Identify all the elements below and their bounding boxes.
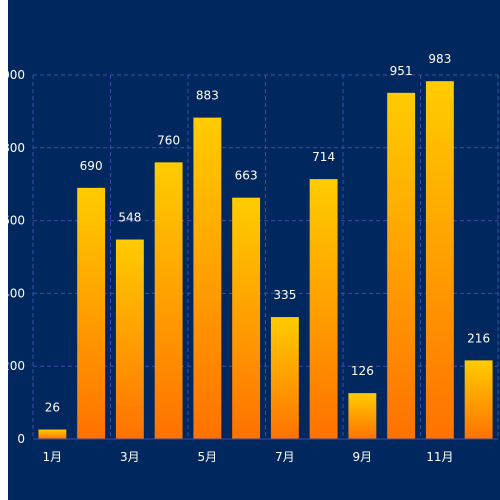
- data-label: 335: [273, 288, 296, 302]
- x-tick-label: 11月: [426, 450, 453, 464]
- bar: [38, 429, 67, 439]
- bar: [232, 197, 261, 439]
- bar: [387, 92, 416, 439]
- chart-canvas: 26 690 548 760 883 663 335 714 126 951 983 216 0 200…: [8, 0, 500, 500]
- data-label: 760: [157, 133, 180, 147]
- data-label: 983: [428, 52, 451, 66]
- bar: [115, 239, 144, 439]
- x-tick-label: 9月: [353, 450, 373, 464]
- bar: [425, 81, 454, 440]
- y-tick-label: 600: [8, 214, 25, 228]
- data-label: 883: [196, 89, 219, 103]
- bar: [270, 317, 299, 439]
- bar: [154, 162, 183, 440]
- bar: [348, 393, 377, 439]
- bar-chart: 26 690 548 760 883 663 335 714 126 951 983 216 0 200…: [8, 0, 500, 500]
- bar: [77, 187, 106, 439]
- bar: [309, 179, 338, 439]
- data-label: 548: [118, 211, 141, 225]
- data-label: 951: [390, 64, 413, 78]
- bar: [464, 360, 493, 439]
- x-tick-label: 5月: [198, 450, 218, 464]
- data-label: 126: [351, 364, 374, 378]
- data-label: 663: [235, 169, 258, 183]
- data-labels: 26 690 548 760 883 663 335 714 126 951 983 216: [45, 52, 490, 414]
- y-tick-label: 800: [8, 141, 25, 155]
- x-tick-label: 7月: [275, 450, 295, 464]
- data-label: 26: [45, 401, 60, 415]
- y-tick-label: 1000: [8, 68, 25, 82]
- x-tick-label: 3月: [120, 450, 140, 464]
- data-label: 216: [467, 331, 490, 345]
- data-label: 714: [312, 150, 335, 164]
- axes: 0 200 400 600 800 1000 1月 3月 5月 7月 9月 11月: [8, 68, 498, 464]
- bar: [193, 117, 222, 439]
- data-label: 690: [80, 159, 103, 173]
- grid-lines: [32, 74, 499, 439]
- y-tick-label: 400: [8, 286, 25, 300]
- x-tick-label: 1月: [43, 450, 63, 464]
- y-tick-label: 200: [8, 359, 25, 373]
- bars: [38, 81, 493, 440]
- y-tick-label: 0: [17, 432, 25, 446]
